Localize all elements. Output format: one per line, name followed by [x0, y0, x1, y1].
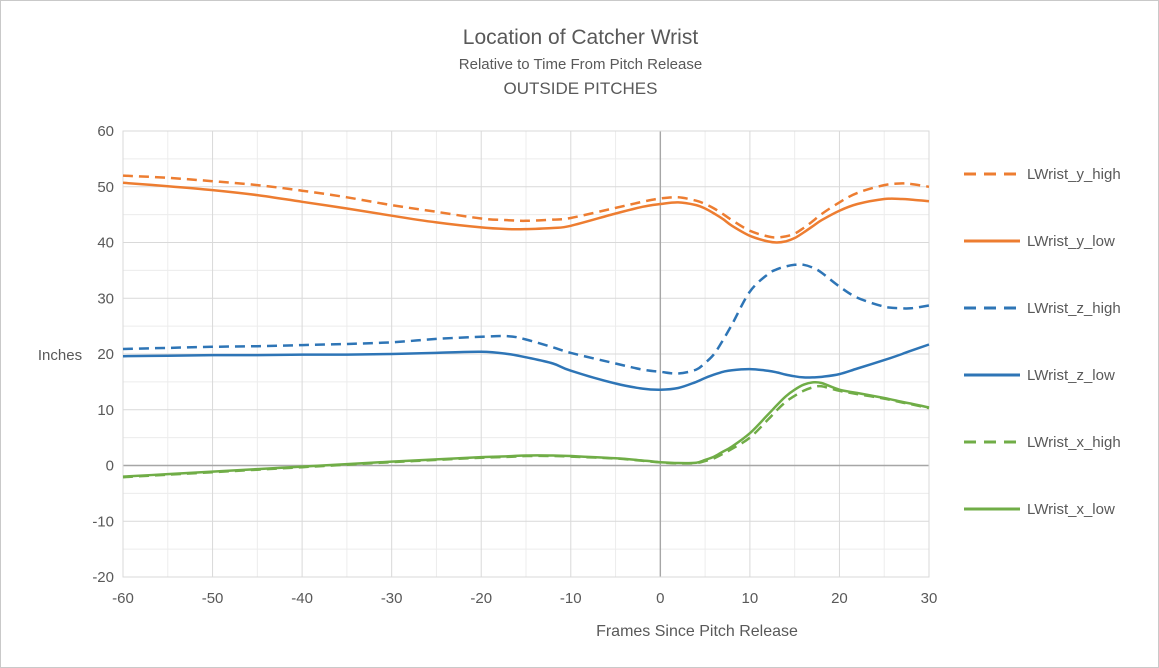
series-LWrist_z_low [122, 343, 930, 391]
plot-border [122, 130, 930, 578]
y-tick-label: 40 [97, 235, 114, 252]
y-axis-title: Inches [37, 347, 83, 364]
legend: LWrist_y_high LWrist_y_low LWrist_z_high… [963, 161, 1153, 522]
legend-swatch-solid-icon [964, 373, 1020, 377]
legend-swatch-dashed-icon [964, 172, 1020, 176]
x-axis-title: Frames Since Pitch Release [596, 623, 798, 640]
legend-swatch-solid-icon [964, 239, 1020, 243]
legend-label: LWrist_z_high [1027, 299, 1121, 317]
legend-swatch-dashed-icon [964, 440, 1020, 444]
legend-label: LWrist_x_high [1027, 433, 1121, 451]
x-tick-label: -20 [470, 590, 492, 607]
legend-item-lwrist-z-low: LWrist_z_low [963, 362, 1153, 388]
legend-label: LWrist_x_low [1027, 500, 1115, 518]
x-tick-label: -40 [291, 590, 313, 607]
x-tick-label: -10 [560, 590, 582, 607]
legend-item-lwrist-z-high: LWrist_z_high [963, 295, 1153, 321]
legend-item-lwrist-y-high: LWrist_y_high [963, 161, 1153, 187]
legend-swatch-solid-icon [964, 507, 1020, 511]
x-tick-label: 10 [742, 590, 759, 607]
y-tick-label: 20 [97, 346, 114, 363]
series-LWrist_y_high [122, 174, 930, 239]
x-tick-label: 0 [656, 590, 664, 607]
legend-label: LWrist_y_low [1027, 232, 1115, 250]
legend-label: LWrist_z_low [1027, 366, 1115, 384]
y-tick-label: -20 [92, 569, 114, 586]
legend-item-lwrist-x-high: LWrist_x_high [963, 429, 1153, 455]
legend-item-lwrist-y-low: LWrist_y_low [963, 228, 1153, 254]
y-tick-label: 50 [97, 179, 114, 196]
x-tick-label: 30 [921, 590, 938, 607]
legend-swatch-dashed-icon [964, 306, 1020, 310]
y-tick-label: 10 [97, 402, 114, 419]
y-tick-label: 0 [106, 458, 114, 475]
x-tick-label: 20 [831, 590, 848, 607]
series-LWrist_z_high [122, 263, 930, 375]
series-LWrist_y_low [122, 181, 930, 244]
legend-item-lwrist-x-low: LWrist_x_low [963, 496, 1153, 522]
x-tick-label: -60 [112, 590, 134, 607]
legend-label: LWrist_y_high [1027, 165, 1121, 183]
x-tick-label: -50 [202, 590, 224, 607]
y-tick-label: 30 [97, 290, 114, 307]
series-LWrist_x_low [122, 380, 930, 478]
y-tick-label: 60 [97, 123, 114, 140]
x-tick-label: -30 [381, 590, 403, 607]
y-tick-label: -10 [92, 513, 114, 530]
